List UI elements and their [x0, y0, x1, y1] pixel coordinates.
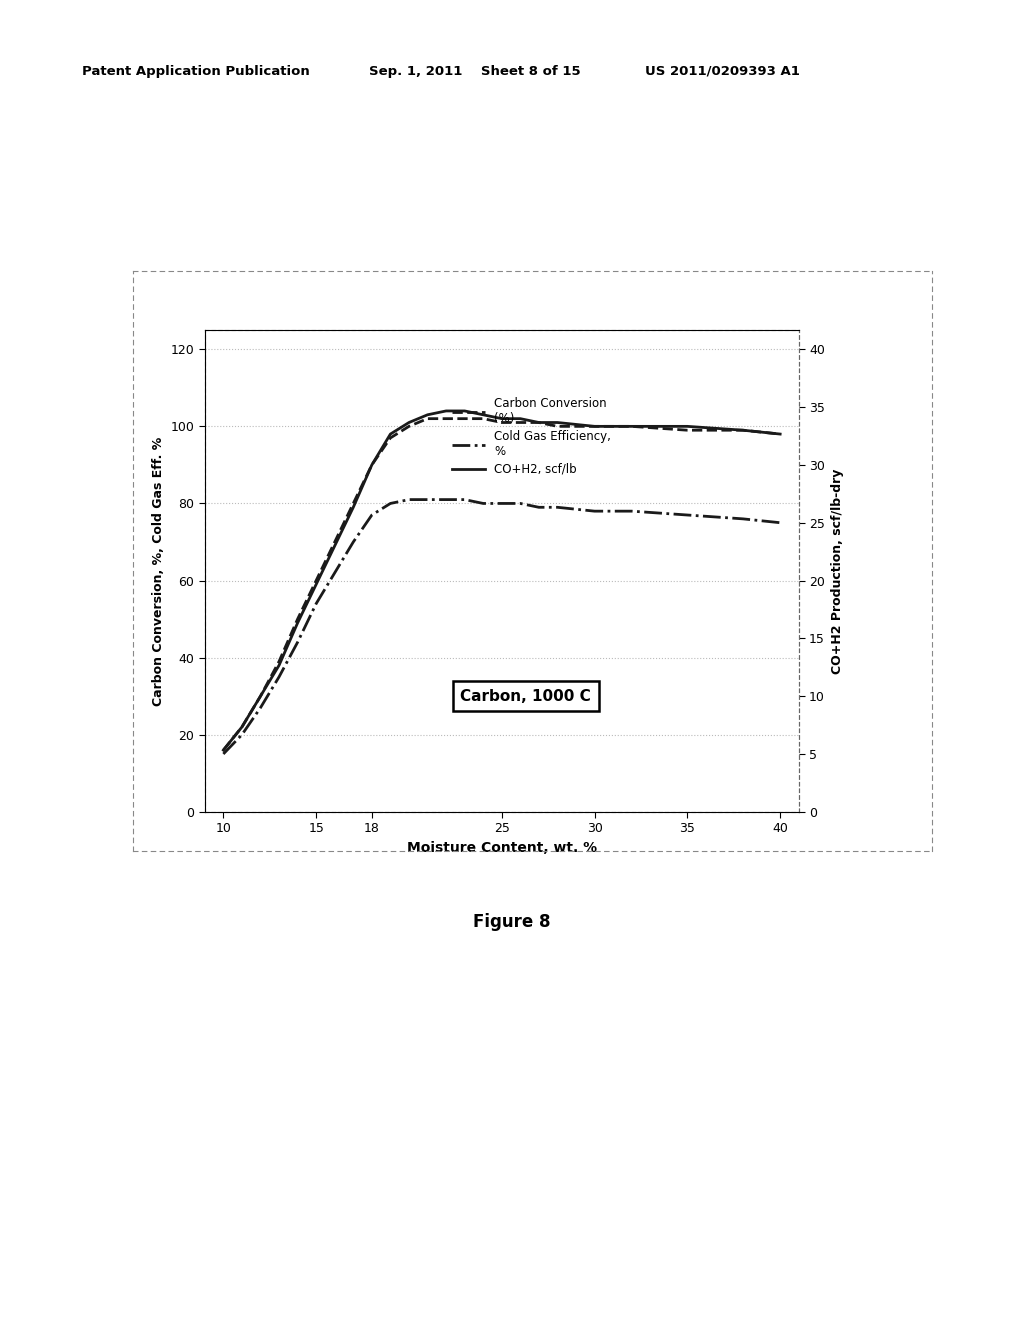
Carbon Conversion
(%): [254, 688, 266, 704]
Carbon Conversion
(%): [496, 414, 508, 430]
CO+H2, scf/lb: [329, 539, 341, 554]
Cold Gas Efficiency,
%: [366, 507, 378, 523]
Legend: Carbon Conversion
(%), Cold Gas Efficiency,
%, CO+H2, scf/lb: Carbon Conversion (%), Cold Gas Efficien…: [449, 393, 614, 479]
Carbon Conversion
(%): [310, 573, 323, 589]
Carbon Conversion
(%): [737, 422, 750, 438]
CO+H2, scf/lb: [236, 719, 248, 735]
Cold Gas Efficiency,
%: [217, 746, 229, 762]
Carbon Conversion
(%): [217, 742, 229, 758]
Carbon Conversion
(%): [366, 457, 378, 473]
Line: Carbon Conversion
(%): Carbon Conversion (%): [223, 418, 780, 750]
CO+H2, scf/lb: [384, 426, 396, 442]
CO+H2, scf/lb: [626, 418, 638, 434]
Carbon Conversion
(%): [532, 414, 545, 430]
X-axis label: Moisture Content, wt. %: Moisture Content, wt. %: [407, 841, 597, 855]
Cold Gas Efficiency,
%: [459, 491, 471, 507]
CO+H2, scf/lb: [422, 407, 434, 422]
Y-axis label: CO+H2 Production, scf/lb-dry: CO+H2 Production, scf/lb-dry: [830, 469, 844, 673]
CO+H2, scf/lb: [589, 418, 601, 434]
CO+H2, scf/lb: [310, 577, 323, 593]
CO+H2, scf/lb: [402, 414, 415, 430]
Cold Gas Efficiency,
%: [681, 507, 693, 523]
Carbon Conversion
(%): [402, 418, 415, 434]
Carbon Conversion
(%): [272, 653, 285, 669]
Cold Gas Efficiency,
%: [440, 491, 453, 507]
CO+H2, scf/lb: [737, 422, 750, 438]
Carbon Conversion
(%): [626, 418, 638, 434]
Carbon Conversion
(%): [514, 414, 526, 430]
CO+H2, scf/lb: [440, 403, 453, 418]
Text: Figure 8: Figure 8: [473, 912, 551, 931]
CO+H2, scf/lb: [496, 411, 508, 426]
Cold Gas Efficiency,
%: [532, 499, 545, 515]
CO+H2, scf/lb: [217, 742, 229, 758]
Cold Gas Efficiency,
%: [272, 669, 285, 685]
Carbon Conversion
(%): [384, 430, 396, 446]
Cold Gas Efficiency,
%: [329, 565, 341, 581]
CO+H2, scf/lb: [514, 411, 526, 426]
Cold Gas Efficiency,
%: [774, 515, 786, 531]
Carbon Conversion
(%): [440, 411, 453, 426]
Cold Gas Efficiency,
%: [589, 503, 601, 519]
CO+H2, scf/lb: [347, 499, 359, 515]
Carbon Conversion
(%): [422, 411, 434, 426]
Cold Gas Efficiency,
%: [292, 635, 304, 651]
Text: US 2011/0209393 A1: US 2011/0209393 A1: [645, 65, 800, 78]
Cold Gas Efficiency,
%: [477, 495, 489, 511]
Cold Gas Efficiency,
%: [384, 495, 396, 511]
Cold Gas Efficiency,
%: [737, 511, 750, 527]
CO+H2, scf/lb: [774, 426, 786, 442]
Line: CO+H2, scf/lb: CO+H2, scf/lb: [223, 411, 780, 750]
CO+H2, scf/lb: [292, 615, 304, 631]
Carbon Conversion
(%): [347, 495, 359, 511]
Carbon Conversion
(%): [236, 719, 248, 735]
Cold Gas Efficiency,
%: [236, 727, 248, 743]
CO+H2, scf/lb: [459, 403, 471, 418]
Carbon Conversion
(%): [681, 422, 693, 438]
Carbon Conversion
(%): [459, 411, 471, 426]
Cold Gas Efficiency,
%: [626, 503, 638, 519]
Cold Gas Efficiency,
%: [551, 499, 563, 515]
Cold Gas Efficiency,
%: [402, 491, 415, 507]
CO+H2, scf/lb: [366, 457, 378, 473]
Cold Gas Efficiency,
%: [347, 535, 359, 550]
Cold Gas Efficiency,
%: [496, 495, 508, 511]
Cold Gas Efficiency,
%: [254, 700, 266, 715]
Y-axis label: Carbon Conversion, %, Cold Gas Eff. %: Carbon Conversion, %, Cold Gas Eff. %: [152, 437, 165, 705]
CO+H2, scf/lb: [477, 407, 489, 422]
CO+H2, scf/lb: [551, 414, 563, 430]
Line: Cold Gas Efficiency,
%: Cold Gas Efficiency, %: [223, 499, 780, 754]
CO+H2, scf/lb: [272, 657, 285, 673]
Text: Patent Application Publication: Patent Application Publication: [82, 65, 309, 78]
Text: Sep. 1, 2011    Sheet 8 of 15: Sep. 1, 2011 Sheet 8 of 15: [369, 65, 581, 78]
Text: Carbon, 1000 C: Carbon, 1000 C: [460, 689, 591, 704]
Carbon Conversion
(%): [292, 611, 304, 627]
Carbon Conversion
(%): [589, 418, 601, 434]
Carbon Conversion
(%): [551, 418, 563, 434]
CO+H2, scf/lb: [532, 414, 545, 430]
Carbon Conversion
(%): [329, 535, 341, 550]
CO+H2, scf/lb: [254, 688, 266, 704]
CO+H2, scf/lb: [681, 418, 693, 434]
Carbon Conversion
(%): [774, 426, 786, 442]
Cold Gas Efficiency,
%: [422, 491, 434, 507]
Carbon Conversion
(%): [477, 411, 489, 426]
Cold Gas Efficiency,
%: [310, 595, 323, 611]
Cold Gas Efficiency,
%: [514, 495, 526, 511]
